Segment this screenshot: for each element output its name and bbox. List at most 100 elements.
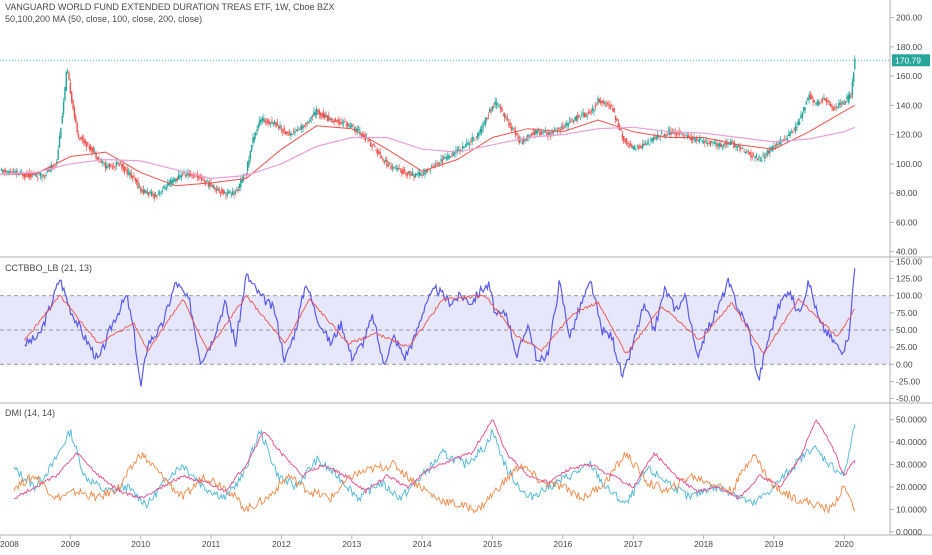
candle-body bbox=[407, 171, 410, 173]
y-tick-label: 25.00 bbox=[896, 342, 918, 352]
candle-body bbox=[779, 140, 782, 146]
y-tick-label: 0.0000 bbox=[896, 527, 922, 537]
candle-body bbox=[644, 143, 647, 145]
candle-body bbox=[257, 125, 260, 128]
candle-body bbox=[559, 128, 561, 132]
candle-body bbox=[562, 125, 564, 130]
x-tick-label: 2013 bbox=[342, 539, 361, 549]
candle-body bbox=[41, 176, 43, 178]
candle-body bbox=[728, 142, 730, 145]
x-tick-label: 2008 bbox=[0, 539, 19, 549]
candle-body bbox=[361, 135, 364, 137]
candle-body bbox=[153, 193, 155, 199]
candle-body bbox=[820, 99, 822, 101]
candle-body bbox=[108, 164, 111, 167]
y-tick-label: 50.00 bbox=[896, 325, 918, 335]
candle-body bbox=[351, 124, 353, 128]
candle-body bbox=[411, 171, 414, 176]
candle-body bbox=[525, 139, 528, 141]
candle-body bbox=[165, 188, 168, 190]
candle-body bbox=[613, 108, 615, 112]
candle-body bbox=[310, 117, 312, 120]
candle-body bbox=[127, 171, 130, 174]
candle-body bbox=[79, 137, 81, 140]
candle-body bbox=[35, 175, 38, 177]
candle-body bbox=[782, 139, 785, 142]
candle-body bbox=[854, 58, 856, 69]
candle-body bbox=[146, 191, 149, 194]
candle-body bbox=[416, 173, 418, 176]
candle-body bbox=[399, 168, 402, 170]
candle-body bbox=[789, 131, 791, 136]
candle-body bbox=[823, 97, 825, 100]
candle-body bbox=[436, 162, 438, 165]
candle-body bbox=[218, 189, 220, 192]
candle-body bbox=[624, 139, 626, 142]
candle-body bbox=[98, 157, 100, 159]
candle-body bbox=[46, 169, 49, 172]
candle-body bbox=[110, 164, 112, 166]
candle-body bbox=[585, 112, 587, 117]
candle-body bbox=[64, 87, 66, 101]
candle-body bbox=[755, 154, 758, 158]
candle-body bbox=[394, 166, 396, 168]
candle-body bbox=[743, 149, 745, 151]
candle-body bbox=[81, 136, 84, 140]
candle-body bbox=[664, 134, 667, 136]
y-tick-label: 60.00 bbox=[896, 217, 918, 227]
candle-body bbox=[740, 147, 743, 149]
candle-body bbox=[123, 167, 126, 172]
candle-body bbox=[249, 151, 252, 160]
candle-body bbox=[815, 102, 817, 104]
candle-body bbox=[460, 149, 463, 151]
candle-body bbox=[600, 100, 602, 104]
candle-body bbox=[175, 178, 177, 182]
candle-body bbox=[66, 71, 69, 73]
candle-body bbox=[344, 121, 346, 123]
candle-body bbox=[502, 114, 505, 116]
candle-body bbox=[652, 137, 655, 141]
candle-body bbox=[382, 158, 384, 162]
candle-body bbox=[103, 164, 105, 166]
candle-body bbox=[563, 125, 565, 127]
candle-body bbox=[204, 181, 207, 184]
candle-body bbox=[188, 173, 191, 176]
candle-body bbox=[650, 139, 652, 141]
candle-body bbox=[759, 159, 762, 161]
candle-body bbox=[842, 101, 844, 105]
candle-body bbox=[302, 125, 304, 129]
candle-body bbox=[804, 107, 806, 111]
candle-body bbox=[348, 124, 350, 127]
candle-body bbox=[214, 187, 216, 190]
candle-body bbox=[512, 128, 514, 130]
candle-body bbox=[183, 171, 185, 174]
candle-body bbox=[669, 130, 671, 135]
x-tick-label: 2010 bbox=[131, 539, 150, 549]
candle-body bbox=[263, 118, 265, 122]
candle-body bbox=[705, 139, 707, 141]
candle-body bbox=[539, 132, 541, 136]
candle-body bbox=[686, 135, 689, 139]
candle-body bbox=[186, 174, 188, 176]
candle-body bbox=[632, 146, 634, 149]
candle-body bbox=[295, 129, 298, 131]
candle-body bbox=[322, 112, 325, 118]
candle-body bbox=[704, 140, 706, 144]
candle-body bbox=[501, 108, 503, 112]
candle-body bbox=[839, 102, 841, 105]
candle-body bbox=[145, 190, 147, 194]
candle-body bbox=[595, 104, 598, 106]
candle-body bbox=[391, 167, 394, 169]
candle-body bbox=[590, 111, 592, 112]
candle-body bbox=[211, 186, 214, 188]
candle-body bbox=[828, 104, 831, 105]
candle-body bbox=[226, 192, 229, 195]
candle-body bbox=[280, 128, 283, 130]
x-tick-label: 2014 bbox=[413, 539, 432, 549]
candle-body bbox=[7, 170, 9, 174]
candle-body bbox=[609, 104, 611, 109]
candle-body bbox=[192, 175, 195, 176]
candle-body bbox=[682, 133, 684, 135]
candle-body bbox=[283, 127, 285, 131]
